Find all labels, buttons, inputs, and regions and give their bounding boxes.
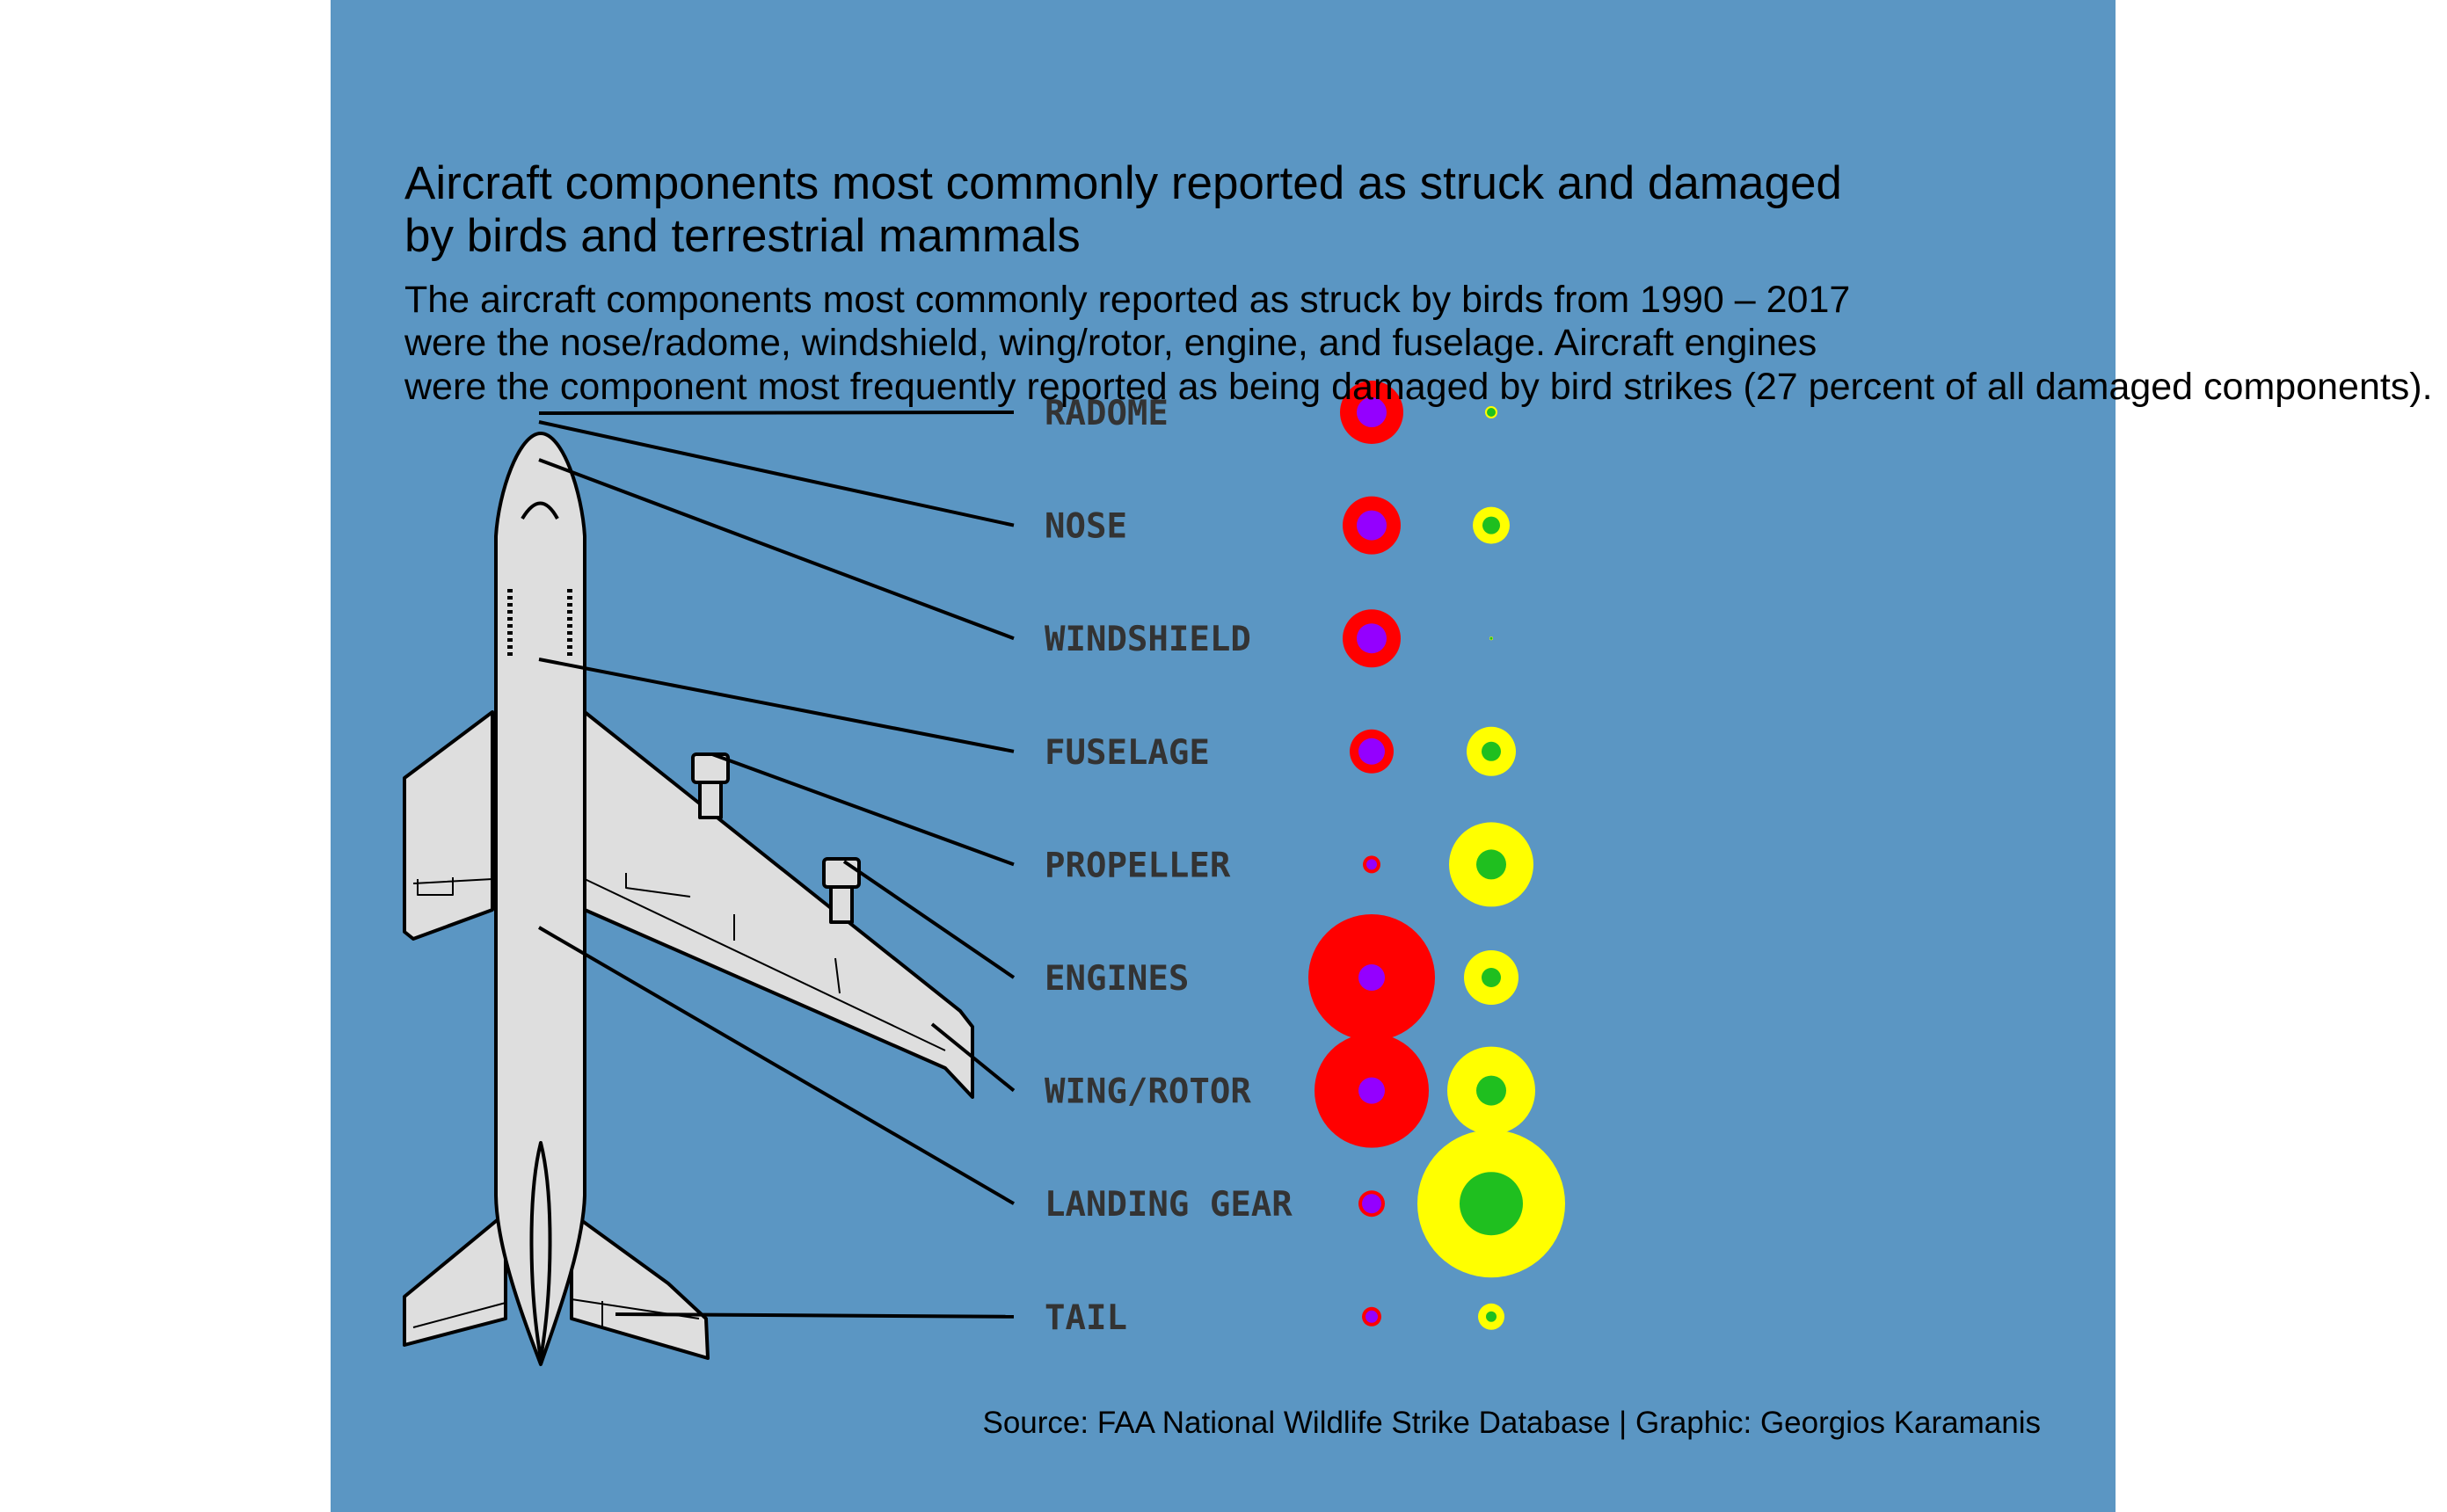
damaged-inner-bubble-tail (1486, 1311, 1497, 1322)
component-label-wing-rotor: WING/ROTOR (1045, 1072, 1251, 1112)
chart-title: Aircraft components most commonly report… (404, 157, 1842, 262)
leader-line-engines (842, 860, 1016, 979)
chart-subtitle: The aircraft components most commonly re… (404, 279, 2433, 408)
damaged-inner-bubble-landing-gear (1460, 1172, 1523, 1236)
chart-subtitle-line-2: were the nose/radome, windshield, wing/r… (404, 322, 1817, 364)
leader-line-landing-gear (537, 926, 1016, 1205)
struck-inner-bubble-windshield (1357, 623, 1387, 654)
struck-inner-bubble-propeller (1366, 859, 1377, 870)
chart-subtitle-line-1: The aircraft components most commonly re… (404, 279, 1850, 321)
damaged-inner-bubble-radome (1487, 408, 1496, 417)
damaged-inner-bubble-windshield (1489, 636, 1493, 640)
component-label-engines: ENGINES (1045, 959, 1189, 999)
airplane-top-view-icon (403, 432, 974, 1366)
leader-lines (537, 411, 1016, 1319)
struck-inner-bubble-radome (1357, 397, 1387, 427)
struck-inner-bubble-landing-gear (1362, 1194, 1381, 1214)
damaged-inner-bubble-propeller (1476, 849, 1506, 880)
leader-line-nose (538, 420, 1015, 527)
component-labels: RADOME NOSE WINDSHIELD FUSELAGE PROPELLER ENG… (1045, 394, 1293, 1338)
chart-title-line-2: by birds and terrestrial mammals (404, 210, 1081, 262)
damaged-inner-bubble-nose (1482, 516, 1500, 534)
cockpit-windshield (521, 501, 559, 520)
component-label-tail: TAIL (1045, 1298, 1127, 1338)
component-label-radome: RADOME (1045, 394, 1169, 433)
leader-line-fuselage (538, 658, 1015, 753)
struck-inner-bubble-wing-rotor (1358, 1077, 1385, 1104)
component-label-landing-gear: LANDING GEAR (1045, 1185, 1293, 1225)
wing-flap-lines (412, 873, 946, 1051)
struck-inner-bubble-fuselage (1358, 738, 1385, 765)
leader-line-windshield (538, 458, 1015, 641)
chart-subtitle-line-3: were the component most frequently repor… (404, 366, 2433, 408)
tail-fin (529, 1141, 552, 1360)
chart-caption: Source: FAA National Wildlife Strike Dat… (982, 1406, 2041, 1440)
engine-inner (691, 752, 730, 819)
leader-line-propeller (711, 752, 1015, 867)
component-label-fuselage: FUSELAGE (1045, 733, 1210, 773)
damaged-inner-bubble-fuselage (1482, 741, 1501, 761)
struck-inner-bubble-tail (1366, 1310, 1378, 1323)
fuselage (494, 432, 586, 1366)
component-label-nose: NOSE (1045, 507, 1127, 547)
leader-line-tail (615, 1312, 1015, 1319)
chart-title-line-1: Aircraft components most commonly report… (404, 157, 1842, 209)
damaged-inner-bubble-engines (1482, 968, 1501, 987)
struck-inner-bubble-nose (1357, 510, 1387, 541)
component-label-windshield: WINDSHIELD (1045, 620, 1251, 659)
bubbles (1308, 381, 1565, 1330)
right-tail-wing (570, 1211, 710, 1360)
leader-line-wing-rotor (930, 1022, 1016, 1093)
leader-line-radome (538, 411, 1015, 415)
damaged-inner-bubble-wing-rotor (1476, 1075, 1506, 1106)
left-tail-wing (403, 1211, 507, 1347)
struck-inner-bubble-engines (1358, 964, 1385, 991)
component-label-propeller: PROPELLER (1045, 846, 1231, 885)
